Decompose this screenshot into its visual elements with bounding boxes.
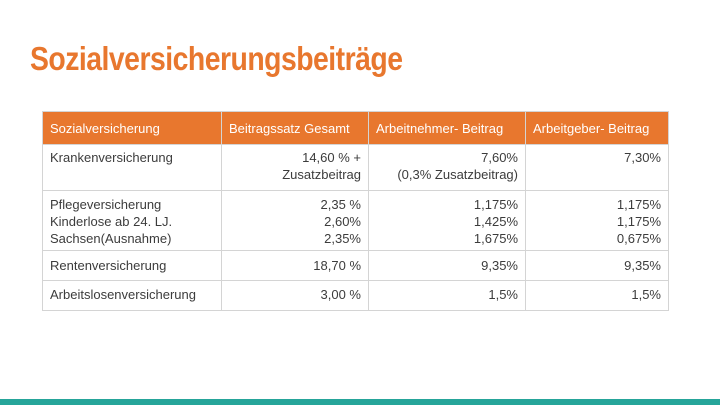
contributions-table: Sozialversicherung Beitragssatz Gesamt A… <box>42 111 669 311</box>
cell-arbeitnehmer: 1,5% <box>368 280 526 311</box>
header-beitragssatz-gesamt: Beitragssatz Gesamt <box>221 111 369 145</box>
cell-gesamt: 18,70 % <box>221 250 369 281</box>
cell-gesamt: 3,00 % <box>221 280 369 311</box>
cell-arbeitgeber: 1,175% 1,175% 0,675% <box>525 190 669 251</box>
cell-arbeitnehmer: 7,60% (0,3% Zusatzbeitrag) <box>368 144 526 191</box>
cell-arbeitgeber: 1,5% <box>525 280 669 311</box>
cell-versicherung: Rentenversicherung <box>42 250 222 281</box>
cell-gesamt: 14,60 % + Zusatzbeitrag <box>221 144 369 191</box>
footer-accent-bar <box>0 399 720 405</box>
table-row-arbeitslosenversicherung: Arbeitslosenversicherung 3,00 % 1,5% 1,5… <box>42 280 669 311</box>
table-header-row: Sozialversicherung Beitragssatz Gesamt A… <box>42 111 669 145</box>
cell-versicherung: Krankenversicherung <box>42 144 222 191</box>
header-arbeitnehmer-beitrag: Arbeitnehmer- Beitrag <box>368 111 526 145</box>
header-sozialversicherung: Sozialversicherung <box>42 111 222 145</box>
slide-title: Sozialversicherungsbeiträge <box>30 40 403 77</box>
cell-versicherung: Pflegeversicherung Kinderlose ab 24. LJ. S… <box>42 190 222 251</box>
cell-gesamt: 2,35 % 2,60% 2,35% <box>221 190 369 251</box>
cell-arbeitnehmer: 9,35% <box>368 250 526 281</box>
table-row-pflegeversicherung: Pflegeversicherung Kinderlose ab 24. LJ. S… <box>42 190 669 251</box>
cell-arbeitgeber: 7,30% <box>525 144 669 191</box>
cell-versicherung: Arbeitslosenversicherung <box>42 280 222 311</box>
table-row-rentenversicherung: Rentenversicherung 18,70 % 9,35% 9,35% <box>42 250 669 281</box>
table-row-krankenversicherung: Krankenversicherung 14,60 % + Zusatzbeitr… <box>42 144 669 191</box>
cell-arbeitnehmer: 1,175% 1,425% 1,675% <box>368 190 526 251</box>
cell-arbeitgeber: 9,35% <box>525 250 669 281</box>
header-arbeitgeber-beitrag: Arbeitgeber- Beitrag <box>525 111 669 145</box>
